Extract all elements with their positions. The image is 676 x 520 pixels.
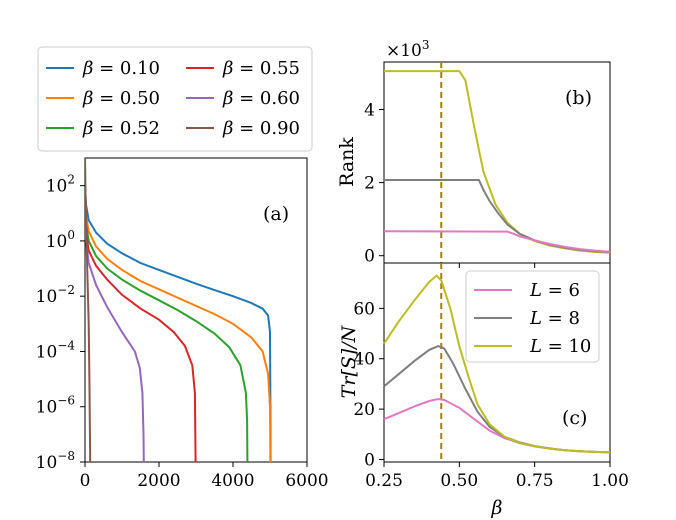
panel-a: 0 2000 4000 6000 102 100 10−2 10−4 10−6 10−8 (a) <box>36 157 329 491</box>
y-tick-label: 4 <box>364 101 375 121</box>
legend-L: L = 6 L = 8 L = 10 <box>465 270 600 363</box>
panel-a-y-ticks: 102 100 10−2 10−4 10−6 10−8 <box>36 173 85 473</box>
series-line <box>85 158 92 462</box>
panel-b-x-ticks <box>383 263 611 268</box>
x-tick-label: 0 <box>80 471 91 491</box>
legend-beta-box <box>37 46 313 152</box>
legend-L-items: L = 6 L = 8 L = 10 <box>474 280 591 357</box>
panel-a-curves <box>85 158 272 462</box>
series-line <box>85 185 145 462</box>
y-tick-label: 10−6 <box>36 394 75 418</box>
panel-c-frame <box>383 262 611 463</box>
panel-b-curves <box>383 70 611 254</box>
x-tick-label: 1.00 <box>591 471 629 491</box>
x-tick-label: 0.50 <box>440 471 478 491</box>
x-tick-label: 2000 <box>137 471 180 491</box>
y-tick-label: 100 <box>46 228 75 252</box>
panel-c-curves <box>383 274 611 454</box>
legend-entry: β = 0.60 <box>222 88 300 109</box>
panel-b-label: (b) <box>565 87 592 109</box>
panel-c-x-ticks: 0.25 0.50 0.75 1.00 <box>365 462 629 491</box>
panel-c-xlabel: β <box>491 497 503 519</box>
legend-entry: L = 6 <box>529 280 580 301</box>
series-line <box>383 274 611 454</box>
y-tick-label: 40 <box>353 350 375 370</box>
series-line <box>85 185 272 462</box>
y-tick-label: 60 <box>353 299 375 319</box>
panel-b-y-ticks: 0 2 4 <box>364 101 384 267</box>
y-tick-label: 10−8 <box>36 449 75 473</box>
panel-c-y-ticks: 0 20 40 60 <box>353 299 384 470</box>
panel-c: 0 20 40 60 0.25 0.50 0.75 1.00 Tr[S]/N β (c) L… <box>338 262 629 519</box>
series-line <box>384 179 611 253</box>
panel-b: 0 2 4 ×103 Rank (b) <box>336 38 611 268</box>
y-tick-label: 10−2 <box>36 283 75 307</box>
panel-a-label: (a) <box>263 203 289 225</box>
legend-beta-items: β = 0.10 β = 0.55 β = 0.50 β = 0.60 β = 0.52… <box>46 58 300 139</box>
y-tick-label: 2 <box>364 174 375 194</box>
panel-b-ylabel: Rank <box>336 137 358 187</box>
y-tick-label: 0 <box>364 450 375 470</box>
legend-entry: L = 10 <box>529 336 591 357</box>
legend-entry: β = 0.10 <box>82 58 160 79</box>
x-tick-label: 0.25 <box>365 471 403 491</box>
series-line <box>85 185 249 462</box>
x-tick-label: 0.75 <box>516 471 554 491</box>
legend-entry: β = 0.52 <box>82 118 160 139</box>
panel-a-frame <box>84 157 308 463</box>
legend-beta: β = 0.10 β = 0.55 β = 0.50 β = 0.60 β = 0.52… <box>37 46 313 152</box>
panel-c-ylabel: Tr[S]/N <box>338 324 360 398</box>
y-tick-label: 102 <box>46 173 75 197</box>
x-tick-label: 6000 <box>285 471 328 491</box>
y-tick-label: 20 <box>353 400 375 420</box>
legend-entry: β = 0.55 <box>222 58 300 79</box>
y-tick-label: 10−4 <box>36 338 76 362</box>
panel-b-scale-label: ×103 <box>386 38 430 61</box>
series-line <box>85 185 197 462</box>
series-line <box>85 185 272 462</box>
y-tick-label: 0 <box>364 247 375 267</box>
series-line <box>383 230 611 253</box>
legend-entry: β = 0.90 <box>222 118 300 139</box>
legend-entry: L = 8 <box>529 308 580 329</box>
x-tick-label: 4000 <box>211 471 254 491</box>
legend-L-box <box>465 270 600 363</box>
panel-c-label: (c) <box>562 407 587 429</box>
panel-a-x-ticks: 0 2000 4000 6000 <box>80 462 329 491</box>
legend-entry: β = 0.50 <box>82 88 160 109</box>
